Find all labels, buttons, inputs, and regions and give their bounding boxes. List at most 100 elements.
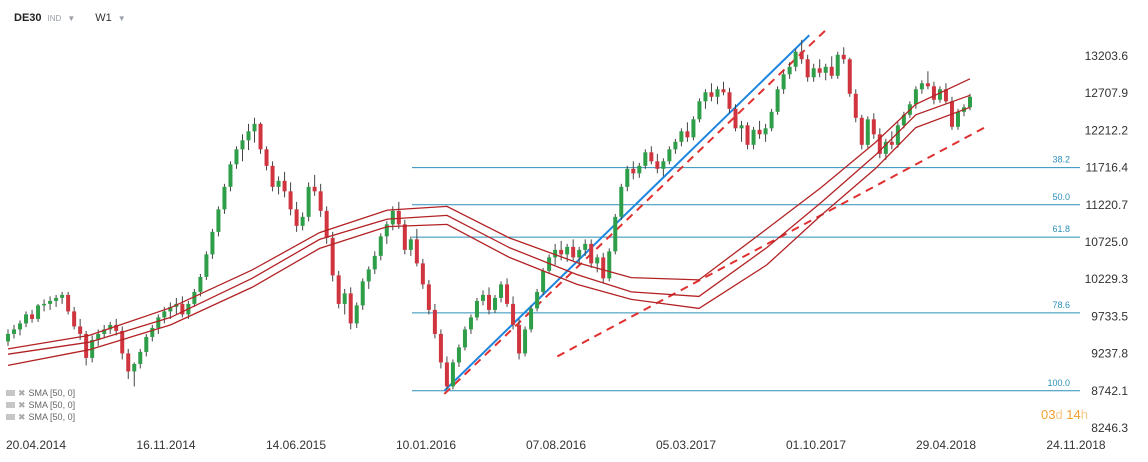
candle-down — [805, 59, 810, 78]
candle-up — [480, 294, 485, 301]
y-tick-label: 11220.7 — [1086, 198, 1129, 212]
candle-up — [661, 161, 666, 169]
candle-up — [18, 323, 23, 330]
candle-down — [889, 141, 894, 145]
close-icon[interactable]: ✖ — [18, 399, 26, 410]
candle-up — [360, 281, 365, 306]
candle-down — [414, 239, 419, 264]
candle-up — [204, 254, 209, 277]
candle-up — [252, 123, 257, 132]
candle-up — [456, 347, 461, 363]
candle-down — [330, 237, 335, 276]
candle-up — [462, 329, 467, 348]
x-tick-label: 01.10.2017 — [786, 438, 846, 452]
close-icon[interactable]: ✖ — [18, 387, 26, 398]
candle-up — [679, 131, 684, 142]
candle-up — [210, 231, 215, 255]
candle-down — [733, 108, 738, 129]
fib-label: 38.2 — [1052, 155, 1070, 165]
x-tick-label: 20.04.2014 — [6, 438, 66, 452]
candle-up — [613, 216, 618, 252]
candle-down — [72, 311, 77, 327]
candle-up — [240, 140, 245, 150]
timeframe-selector[interactable]: W1 — [95, 12, 112, 24]
close-icon[interactable]: ✖ — [18, 411, 26, 422]
trend-line-dashed — [443, 28, 828, 395]
candle-up — [499, 284, 504, 298]
candle-up — [162, 311, 167, 318]
candle-down — [589, 243, 594, 264]
candle-down — [685, 131, 690, 138]
candle-down — [709, 92, 714, 97]
candle-up — [937, 89, 942, 100]
candle-up — [541, 270, 546, 292]
candle-down — [727, 92, 732, 109]
y-tick-label: 11716.4 — [1086, 161, 1129, 175]
candle-up — [895, 125, 900, 145]
candle-up — [913, 89, 918, 105]
candle-down — [517, 324, 522, 354]
candle-up — [595, 257, 600, 264]
indicator-label[interactable]: IND — [47, 13, 62, 23]
eye-icon[interactable] — [6, 402, 15, 408]
legend-item[interactable]: ✖ SMA [50, 0] — [6, 411, 75, 423]
candle-up — [384, 224, 389, 237]
y-tick-label: 12212.2 — [1085, 123, 1129, 137]
candle-up — [643, 152, 648, 166]
candle-up — [156, 317, 161, 328]
candlesticks — [6, 39, 972, 390]
candle-up — [168, 306, 173, 312]
candle-down — [348, 293, 353, 324]
candle-up — [372, 255, 377, 270]
fib-label: 61.8 — [1052, 224, 1070, 234]
x-tick-label: 14.06.2015 — [266, 438, 326, 452]
candle-up — [493, 297, 498, 310]
candle-down — [877, 134, 882, 154]
candle-up — [865, 119, 870, 145]
candle-up — [468, 317, 473, 330]
candle-up — [529, 308, 534, 330]
x-tick-label: 16.11.2014 — [136, 438, 195, 452]
y-tick-label: 10229.3 — [1085, 272, 1129, 286]
sma-line — [7, 106, 971, 367]
legend-label: SMA [50, 0] — [28, 412, 76, 422]
symbol-selector[interactable]: DE30 — [14, 12, 42, 24]
candle-down — [943, 89, 948, 102]
candle-down — [649, 152, 654, 162]
legend-item[interactable]: ✖ SMA [50, 0] — [6, 399, 75, 411]
legend-label: SMA [50, 0] — [28, 388, 76, 398]
candle-up — [216, 209, 221, 232]
chevron-down-icon[interactable]: ▼ — [117, 13, 126, 23]
candle-down — [426, 284, 431, 310]
eye-icon[interactable] — [6, 414, 15, 420]
candle-up — [36, 305, 41, 319]
candle-down — [78, 326, 83, 334]
eye-icon[interactable] — [6, 390, 15, 396]
candle-down — [841, 54, 846, 60]
candle-up — [132, 363, 137, 372]
candle-up — [835, 54, 840, 76]
candle-down — [336, 275, 341, 304]
candle-down — [324, 210, 329, 238]
fib-label: 50.0 — [1052, 192, 1070, 202]
fib-label: 78.6 — [1052, 300, 1070, 310]
candle-up — [769, 111, 774, 129]
candle-down — [312, 186, 317, 192]
candle-up — [42, 303, 47, 306]
legend-item[interactable]: ✖ SMA [50, 0] — [6, 387, 75, 399]
candle-down — [511, 303, 516, 325]
y-tick-label: 8246.3 — [1091, 421, 1128, 435]
candle-up — [787, 66, 792, 75]
candle-down — [180, 303, 185, 315]
chevron-down-icon[interactable]: ▼ — [67, 13, 76, 23]
candle-up — [577, 249, 582, 258]
candle-down — [559, 249, 564, 255]
x-axis: 20.04.2014 16.11.2014 14.06.2015 10.01.2016… — [6, 438, 1106, 452]
candle-up — [673, 141, 678, 150]
y-tick-label: 9733.5 — [1091, 309, 1128, 323]
candle-up — [715, 89, 720, 97]
candle-down — [444, 362, 449, 387]
candle-down — [721, 89, 726, 93]
candle-up — [919, 83, 924, 90]
